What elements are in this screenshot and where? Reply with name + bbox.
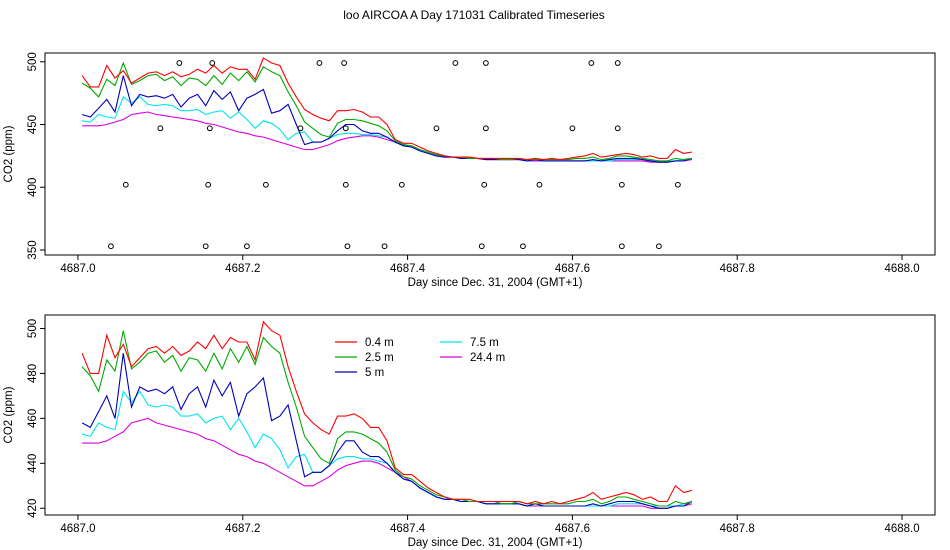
marker-point xyxy=(614,125,621,132)
y-tick-label: 500 xyxy=(27,52,39,71)
legend-label-0: 0.4 m xyxy=(365,337,394,349)
plot-frame xyxy=(44,314,936,516)
x-tick-label: 4688.0 xyxy=(884,523,919,535)
marker-point xyxy=(381,243,388,250)
legend-label-1: 2.5 m xyxy=(365,352,394,364)
marker-point xyxy=(342,125,349,132)
marker-point xyxy=(243,243,250,250)
x-tick-label: 4687.2 xyxy=(225,263,260,275)
plot-data-area xyxy=(81,320,693,509)
series-line-3 xyxy=(81,390,693,507)
marker-point xyxy=(433,125,440,132)
series-line-1 xyxy=(81,61,692,162)
y-tick-label: 420 xyxy=(27,499,39,518)
y-tick-label: 400 xyxy=(27,178,39,197)
marker-point xyxy=(202,243,209,250)
legend-label-3: 7.5 m xyxy=(470,337,499,349)
marker-point xyxy=(209,60,216,66)
x-axis-label: Day since Dec. 31, 2004 (GMT+1) xyxy=(408,277,583,289)
marker-point xyxy=(674,181,681,188)
marker-point xyxy=(618,181,625,188)
x-tick-label: 4687.8 xyxy=(720,523,755,535)
x-tick-label: 4687.0 xyxy=(60,523,95,535)
plot-data-area xyxy=(81,57,693,163)
marker-point xyxy=(656,243,662,250)
y-tick-label: 350 xyxy=(27,240,39,259)
marker-point xyxy=(398,181,405,188)
marker-point xyxy=(536,181,543,188)
marker-point xyxy=(481,181,488,188)
y-axis-label: CO2 (ppm) xyxy=(3,125,15,182)
marker-point xyxy=(452,60,459,66)
marker-point xyxy=(205,181,212,188)
marker-point xyxy=(108,243,114,250)
chart-title: loo AIRCOA A Day 171031 Calibrated Times… xyxy=(343,8,604,22)
marker-point xyxy=(122,181,129,188)
marker-point xyxy=(316,60,323,66)
marker-point xyxy=(482,60,489,66)
marker-point xyxy=(569,125,576,132)
marker-point xyxy=(262,181,269,188)
marker-point xyxy=(478,243,485,250)
marker-point xyxy=(342,181,349,188)
x-tick-label: 4687.0 xyxy=(60,263,95,275)
series-line-0 xyxy=(81,57,692,161)
marker-point xyxy=(176,60,183,66)
x-axis-label: Day since Dec. 31, 2004 (GMT+1) xyxy=(408,537,583,549)
bottom-timeseries-panel: 4687.0 4687.2 4687.4 4687.6 4687.8 4688.0 420 4… xyxy=(3,314,936,549)
y-tick-label: 480 xyxy=(27,364,39,383)
x-tick-label: 4687.4 xyxy=(390,523,426,535)
marker-point xyxy=(341,60,348,66)
plot-frame xyxy=(44,52,936,256)
marker-point xyxy=(344,243,351,250)
x-tick-label: 4687.2 xyxy=(225,523,260,535)
marker-point xyxy=(206,125,213,132)
legend-label-2: 5 m xyxy=(365,367,384,379)
top-timeseries-panel: 4687.0 4687.2 4687.4 4687.6 4687.8 4688.0 350 4… xyxy=(3,52,936,289)
series-line-1 xyxy=(81,330,693,507)
y-tick-label: 440 xyxy=(27,454,39,473)
y-tick-label: 450 xyxy=(27,115,39,134)
marker-point xyxy=(520,243,526,250)
legend: 0.4 m 2.5 m 5 m 7.5 m 24.4 m xyxy=(335,337,505,379)
series-line-2 xyxy=(81,75,693,163)
marker-point xyxy=(614,60,621,66)
series-line-3 xyxy=(82,96,692,162)
y-tick-label: 460 xyxy=(27,409,39,428)
legend-label-4: 24.4 m xyxy=(470,352,505,364)
x-tick-label: 4687.4 xyxy=(390,263,426,275)
series-line-0 xyxy=(81,320,693,505)
x-tick-label: 4688.0 xyxy=(884,263,919,275)
y-axis-label: CO2 (ppm) xyxy=(3,386,15,443)
x-tick-label: 4687.6 xyxy=(555,263,590,275)
y-tick-label: 500 xyxy=(27,319,39,338)
marker-point xyxy=(157,125,164,132)
x-tick-label: 4687.6 xyxy=(555,523,590,535)
marker-point xyxy=(588,60,595,66)
series-line-2 xyxy=(81,353,693,509)
marker-point xyxy=(618,243,625,250)
marker-point xyxy=(297,125,304,132)
x-tick-label: 4687.8 xyxy=(720,263,755,275)
marker-point xyxy=(482,125,489,132)
